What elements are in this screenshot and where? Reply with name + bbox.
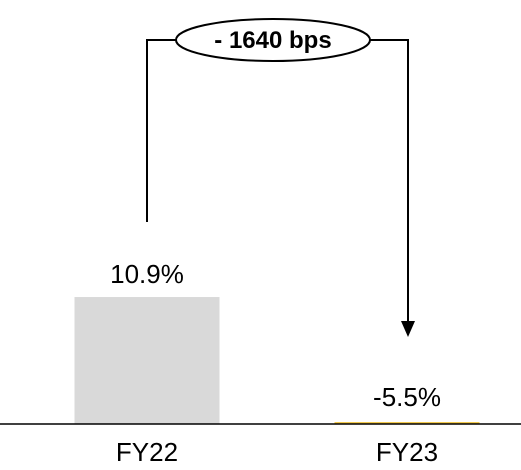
annotation-ellipse	[175, 18, 371, 62]
value-label-fy22: 10.9%	[110, 259, 184, 289]
bar-fy23	[334, 422, 480, 424]
change-annotation: - 1640 bps	[175, 18, 371, 62]
value-label-fy23: -5.5%	[373, 382, 441, 412]
connector-right-leg	[370, 39, 409, 323]
annotation-text: - 1640 bps	[214, 27, 331, 54]
labels-layer: 10.9% FY22 -5.5% FY23	[110, 259, 441, 467]
arrow-head-icon	[401, 321, 415, 337]
category-label-fy23: FY23	[376, 437, 438, 467]
connector-left-leg	[146, 39, 176, 222]
bar-fy22	[74, 297, 220, 424]
bars-layer	[74, 297, 480, 424]
change-connector	[146, 39, 415, 337]
category-label-fy22: FY22	[116, 437, 178, 467]
